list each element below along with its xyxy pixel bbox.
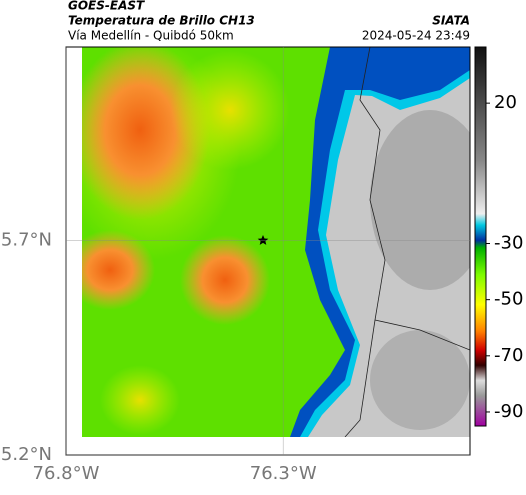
- y-tick-label: 5.2°N: [1, 444, 52, 465]
- location-marker: [257, 235, 269, 245]
- x-tick-label: 76.3°W: [250, 463, 317, 484]
- timestamp: 2024-05-24 23:49: [362, 29, 470, 43]
- y-tick-label: 5.7°N: [1, 229, 52, 250]
- colorbar-tick-label: -50: [494, 289, 523, 310]
- brightness-image: [82, 47, 470, 437]
- colorbar-tick-label: -90: [494, 401, 523, 422]
- colorbar-tick-label: 20: [494, 92, 517, 113]
- header: GOES-EAST Temperatura de Brillo CH13 Vía…: [68, 0, 470, 43]
- x-tick-label: 76.8°W: [33, 463, 100, 484]
- source: SIATA: [432, 14, 470, 28]
- colorbar: [474, 46, 487, 427]
- colorbar-tick-label: -70: [494, 345, 523, 366]
- title: Temperatura de Brillo CH13: [68, 14, 255, 28]
- product: GOES-EAST: [68, 0, 145, 13]
- subtitle: Vía Medellín - Quibdó 50km: [68, 29, 234, 43]
- colorbar-tick-label: -30: [494, 233, 523, 254]
